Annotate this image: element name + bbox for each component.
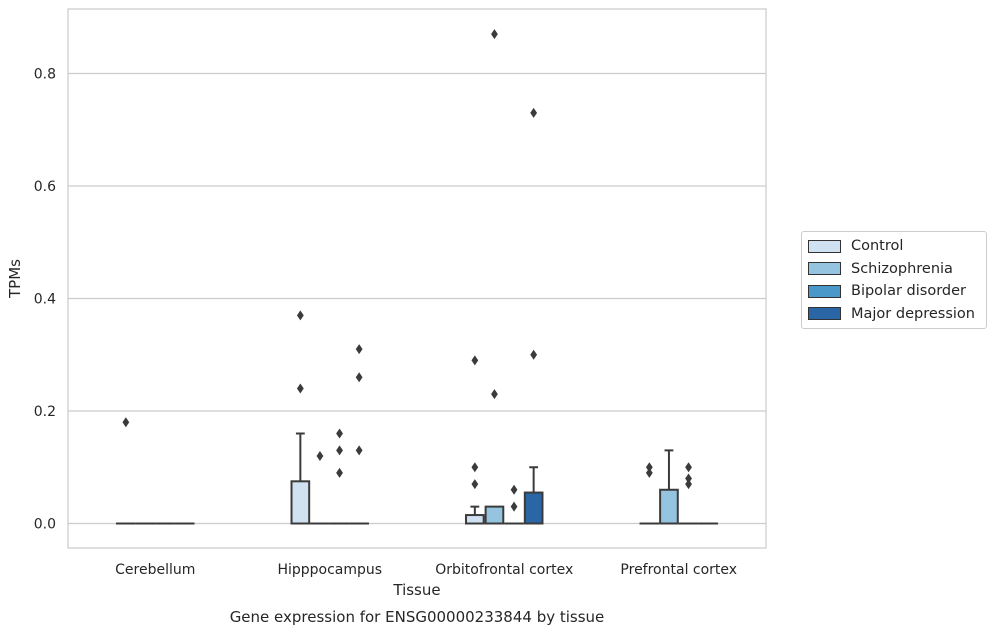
outlier-point (510, 501, 518, 512)
legend-item: Major depression (802, 303, 986, 326)
outlier-point (336, 467, 343, 478)
box-body (523, 491, 544, 525)
legend-label: Major depression (851, 305, 975, 322)
outlier-point (355, 445, 363, 456)
outliers (122, 29, 692, 512)
outlier-point (355, 372, 363, 383)
y-tick-label: 0.4 (34, 292, 56, 308)
outlier-point (530, 349, 538, 360)
box-control (465, 505, 485, 525)
legend: Control Schizophrenia Bipolar disorder Majo… (801, 231, 987, 329)
box-schizophrenia (659, 449, 679, 525)
y-axis-ticks: 0.0 0.2 0.4 0.6 0.8 (34, 67, 56, 533)
legend-label: Bipolar disorder (851, 283, 966, 300)
chart-title: Gene expression for ENSG00000233844 by t… (230, 608, 605, 626)
outlier-point (471, 479, 479, 490)
outlier-point (471, 462, 479, 473)
box-major-depression (523, 466, 544, 525)
legend-swatch (808, 307, 841, 321)
y-tick-label: 0.0 (34, 517, 56, 533)
outlier-point (355, 344, 363, 355)
y-tick-label: 0.6 (34, 179, 56, 195)
box-body (290, 480, 311, 525)
outlier-point (491, 29, 498, 40)
box-schizophrenia (484, 505, 505, 525)
outlier-point (471, 355, 479, 366)
outlier-point (510, 484, 518, 495)
y-tick-label: 0.8 (34, 67, 56, 83)
outlier-point (491, 389, 498, 400)
x-tick-label: Orbitofrontal cortex (435, 562, 573, 578)
x-tick-label: Prefrontal cortex (620, 562, 737, 578)
outlier-point (122, 417, 130, 428)
outlier-point (685, 462, 692, 473)
plot-area-frame (67, 8, 767, 549)
y-tick-label: 0.2 (34, 404, 56, 420)
box-control (290, 432, 311, 525)
legend-label: Control (851, 238, 904, 255)
box-body (484, 505, 505, 525)
outlier-point (530, 107, 538, 118)
legend-label: Schizophrenia (851, 260, 953, 277)
legend-swatch (808, 239, 841, 253)
x-axis-ticks: Cerebellum Hipppocampus Orbitofrontal cort… (115, 562, 737, 578)
legend-swatch (808, 284, 841, 298)
x-axis-label: Tissue (392, 581, 440, 599)
outlier-point (336, 428, 343, 439)
box-body (465, 514, 485, 525)
outlier-point (296, 310, 304, 321)
x-tick-label: Cerebellum (115, 562, 195, 578)
gridlines (68, 72, 766, 525)
boxes (116, 432, 718, 525)
legend-item: Control (802, 235, 986, 258)
x-tick-label: Hipppocampus (277, 562, 382, 578)
outlier-point (685, 479, 692, 490)
box-body (659, 488, 679, 525)
outlier-point (316, 451, 324, 461)
outlier-point (296, 383, 304, 394)
outlier-point (645, 462, 653, 473)
outlier-point (336, 445, 343, 456)
outlier-point (645, 467, 653, 478)
y-axis-label: TPMs (6, 259, 24, 299)
legend-item: Schizophrenia (802, 258, 986, 281)
legend-swatch (808, 262, 841, 276)
legend-item: Bipolar disorder (802, 280, 986, 303)
outlier-point (685, 473, 692, 484)
